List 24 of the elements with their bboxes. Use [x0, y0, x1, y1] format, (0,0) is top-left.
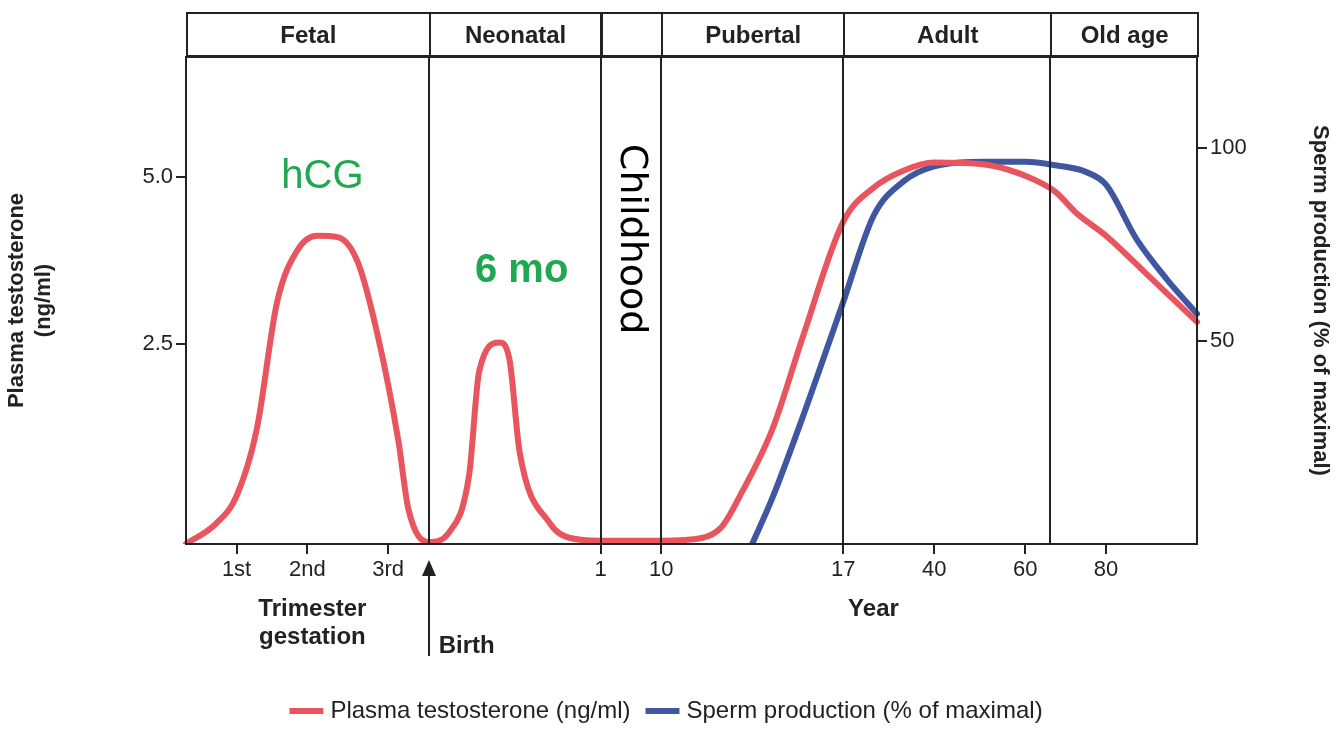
- y-tick-label: 5.0: [142, 163, 173, 189]
- annotation: 6 mo: [474, 246, 569, 291]
- x-tick-label: 80: [1093, 556, 1119, 582]
- x-tick-label: 2nd: [288, 556, 326, 582]
- legend-label: Plasma testosterone (ng/ml): [330, 695, 631, 723]
- x-tick-label: 60: [1012, 556, 1038, 582]
- stage-table: Fetal Neonatal Pubertal Adult Old age: [186, 12, 1197, 57]
- annotation: hCG: [281, 152, 364, 197]
- y2-tick-label: 100: [1210, 133, 1247, 159]
- text: Birth: [438, 630, 495, 658]
- x-tick-label: 40: [921, 556, 947, 582]
- x-axis-title: Year: [848, 593, 899, 621]
- x-tick-label: 1: [594, 556, 607, 582]
- x-tick-label: 3rd: [372, 556, 405, 582]
- legend-label: Sperm production (% of maximal): [686, 695, 1043, 723]
- text: Trimester gestation: [258, 593, 367, 649]
- x-tick-label: 1st: [221, 556, 252, 582]
- x-tick-label: 17: [830, 556, 856, 582]
- annotation: Childhood: [611, 143, 656, 335]
- x-tick-label: 10: [648, 556, 674, 582]
- y-axis-title: Plasma testosterone (ng/ml): [3, 192, 55, 409]
- y-tick-label: 2.5: [142, 329, 173, 355]
- y2-tick-label: 50: [1210, 327, 1235, 353]
- y2-axis-title: Sperm production (% of maximal): [1308, 125, 1334, 476]
